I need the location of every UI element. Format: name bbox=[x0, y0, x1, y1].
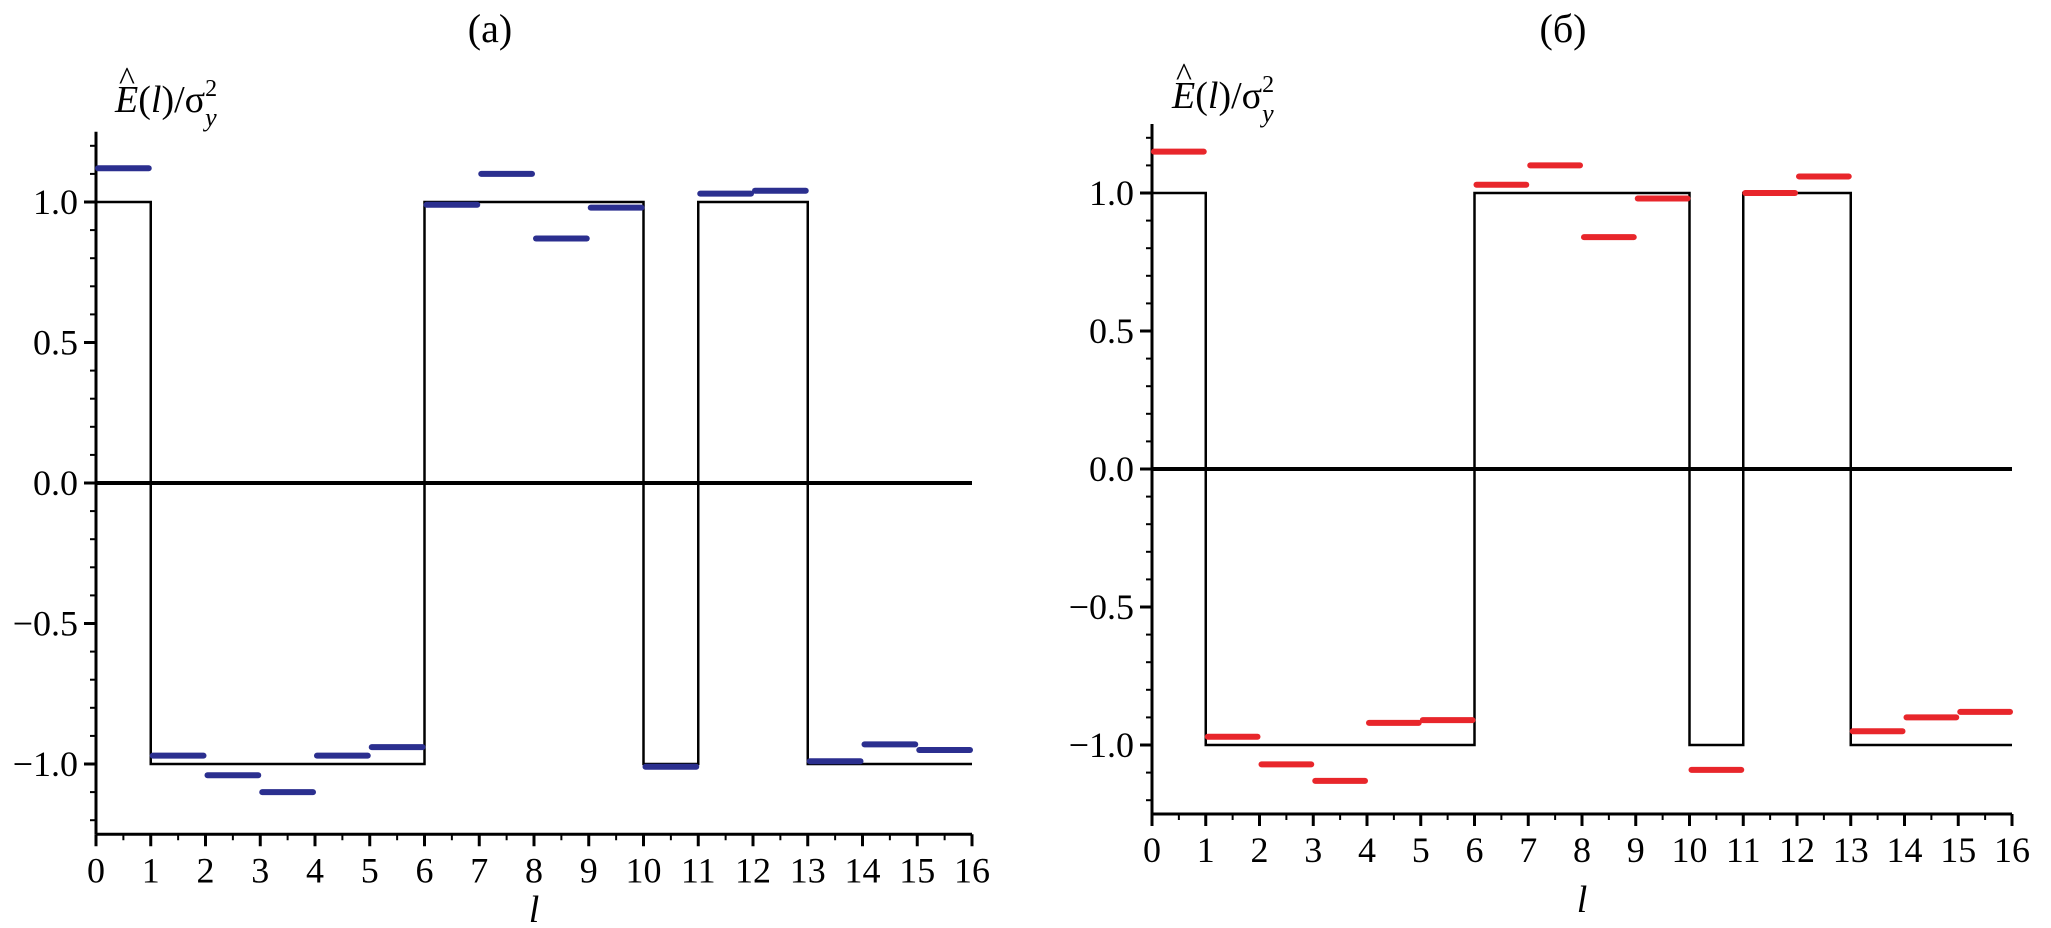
x-tick-label: 9 bbox=[1627, 830, 1645, 870]
x-tick-label: 9 bbox=[580, 850, 598, 890]
y-axis-label: E(l)/σ2 y bbox=[114, 76, 217, 132]
x-tick-label: 8 bbox=[1573, 830, 1591, 870]
y-tick-label: −1.0 bbox=[13, 744, 78, 784]
x-tick-label: 15 bbox=[899, 850, 935, 890]
x-tick-label: 11 bbox=[1726, 830, 1761, 870]
panel-b: (б)E(l)/σ2 y^−1.0−0.50.00.51.00 1 2 3 4 5 6 7 8 9 1… bbox=[1069, 6, 2030, 921]
x-tick-label: 16 bbox=[1994, 830, 2030, 870]
x-tick-label: 1 bbox=[142, 850, 160, 890]
panel-a: (a)E(l)/σ2 y^−1.0−0.50.00.51.00 1 2 3 4 5 6 7 8 9 1… bbox=[13, 6, 990, 928]
panel-title: (a) bbox=[468, 6, 512, 51]
x-tick-label: 2 bbox=[197, 850, 215, 890]
y-tick-label: 0.5 bbox=[1089, 311, 1134, 351]
x-tick-label: 12 bbox=[1779, 830, 1815, 870]
panel-title: (б) bbox=[1540, 6, 1587, 51]
x-tick-label: 10 bbox=[1672, 830, 1708, 870]
y-tick-label: 0.5 bbox=[33, 323, 78, 363]
x-tick-label: 6 bbox=[1466, 830, 1484, 870]
x-tick-label: 11 bbox=[681, 850, 716, 890]
y-tick-label: −0.5 bbox=[13, 604, 78, 644]
y-tick-label: −1.0 bbox=[1069, 725, 1134, 765]
x-tick-label: 7 bbox=[1519, 830, 1537, 870]
x-tick-label: 8 bbox=[525, 850, 543, 890]
x-tick-label: 3 bbox=[251, 850, 269, 890]
y-tick-label: 1.0 bbox=[33, 182, 78, 222]
x-tick-label: 7 bbox=[470, 850, 488, 890]
x-tick-label: 6 bbox=[416, 850, 434, 890]
x-tick-label: 0 bbox=[1143, 830, 1161, 870]
x-tick-label: 13 bbox=[1833, 830, 1869, 870]
x-tick-label: 4 bbox=[1358, 830, 1376, 870]
x-tick-label: 10 bbox=[626, 850, 662, 890]
y-tick-label: 1.0 bbox=[1089, 173, 1134, 213]
x-tick-label: 2 bbox=[1251, 830, 1269, 870]
x-tick-label: 0 bbox=[87, 850, 105, 890]
x-tick-label: 14 bbox=[1887, 830, 1923, 870]
step-series bbox=[1152, 191, 2012, 747]
x-tick-label: 5 bbox=[361, 850, 379, 890]
step-series bbox=[96, 200, 972, 766]
x-axis-label: l bbox=[529, 889, 540, 928]
x-tick-label: 12 bbox=[735, 850, 771, 890]
x-tick-label: 5 bbox=[1412, 830, 1430, 870]
x-axis-label: l bbox=[1577, 879, 1588, 921]
y-tick-label: 0.0 bbox=[33, 463, 78, 503]
y-axis-label-hat: ^ bbox=[1176, 57, 1192, 94]
x-tick-label: 3 bbox=[1304, 830, 1322, 870]
y-axis-label-hat: ^ bbox=[119, 61, 135, 98]
y-axis-label: E(l)/σ2 y bbox=[1171, 72, 1274, 128]
x-tick-label: 16 bbox=[954, 850, 990, 890]
x-tick-label: 15 bbox=[1940, 830, 1976, 870]
x-tick-label: 13 bbox=[790, 850, 826, 890]
x-tick-label: 4 bbox=[306, 850, 324, 890]
y-tick-label: −0.5 bbox=[1069, 587, 1134, 627]
x-tick-label: 14 bbox=[845, 850, 881, 890]
x-tick-label: 1 bbox=[1197, 830, 1215, 870]
y-tick-label: 0.0 bbox=[1089, 449, 1134, 489]
